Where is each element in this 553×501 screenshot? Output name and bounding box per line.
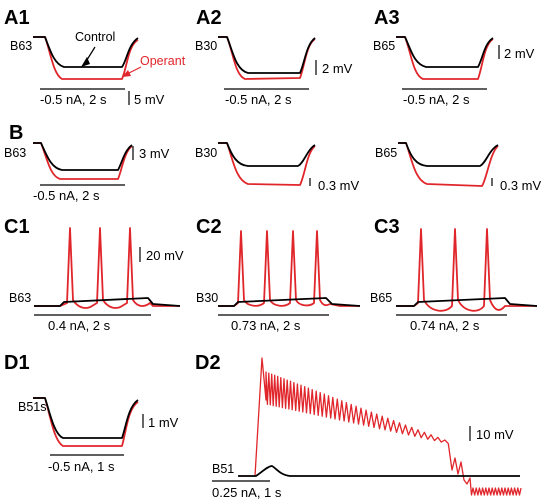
stimulus-label: 0.73 nA, 2 s — [231, 318, 301, 333]
stimulus-label: -0.5 nA, 2 s — [403, 92, 470, 107]
stimulus-label: 0.74 nA, 2 s — [410, 318, 480, 333]
panel-a2: A2 B30 -0.5 nA, 2 s 2 mV — [195, 7, 353, 107]
control-trace — [398, 142, 499, 167]
panel-c3: C3 B65 0.74 nA, 2 s — [370, 216, 538, 333]
panel-label: D2 — [195, 352, 221, 374]
panel-label: C3 — [374, 216, 400, 238]
panel-label: A3 — [374, 7, 400, 29]
operant-trace — [398, 142, 499, 187]
cell-label: B30 — [195, 39, 217, 53]
control-trace — [34, 297, 181, 307]
panel-label: C2 — [196, 216, 222, 238]
cell-label: B30 — [196, 291, 218, 305]
cell-label: B63 — [9, 291, 31, 305]
panel-label: D1 — [4, 352, 30, 374]
cell-label: B63 — [4, 146, 26, 160]
stimulus-label: -0.5 nA, 2 s — [33, 188, 100, 203]
control-trace — [218, 297, 361, 307]
cell-label: B51 — [212, 462, 234, 476]
control-trace — [33, 397, 139, 439]
panel-c2: C2 B30 0.73 nA, 2 s — [196, 216, 361, 333]
panel-d2: D2 B51 0.25 nA, 1 s 10 mV — [195, 352, 522, 500]
legend-control-label: Control — [75, 30, 115, 44]
scale-label: 10 mV — [476, 427, 514, 442]
control-trace — [238, 465, 520, 477]
panel-c1: C1 B63 0.4 nA, 2 s 20 mV — [4, 216, 184, 333]
cell-label: B63 — [10, 39, 32, 53]
control-trace — [33, 142, 133, 171]
scale-label: 0.3 mV — [318, 178, 360, 193]
legend-control-arrowhead — [81, 57, 90, 67]
panel-b1: B B63 -0.5 nA, 2 s 3 mV — [4, 122, 170, 203]
scale-label: 3 mV — [139, 146, 170, 161]
stimulus-label: -0.5 nA, 1 s — [48, 459, 115, 474]
control-trace — [33, 36, 139, 68]
scale-label: 1 mV — [148, 415, 179, 430]
stimulus-label: -0.5 nA, 2 s — [40, 92, 107, 107]
scale-label: 2 mV — [322, 61, 353, 76]
panel-b2: B30 0.3 mV — [195, 142, 360, 193]
operant-trace — [33, 142, 133, 180]
legend-operant-label: Operant — [140, 54, 186, 68]
panel-label: A2 — [196, 7, 222, 29]
panel-a1: A1 B63 -0.5 nA, 2 s 5 mV Control Operant — [4, 7, 186, 107]
panel-d1: D1 B51s -0.5 nA, 1 s 1 mV — [4, 352, 179, 474]
scale-label: 20 mV — [146, 248, 184, 263]
scale-label: 2 mV — [504, 46, 535, 61]
scale-label: 0.3 mV — [500, 178, 542, 193]
control-trace — [218, 142, 316, 167]
stimulus-label: 0.25 nA, 1 s — [212, 485, 282, 500]
control-trace — [396, 36, 494, 68]
operant-trace — [218, 142, 316, 186]
operant-trace — [396, 228, 537, 312]
control-trace — [396, 297, 538, 307]
operant-trace — [34, 227, 180, 309]
operant-trace — [396, 36, 494, 80]
legend-operant-arrowhead — [122, 70, 131, 77]
cell-label: B30 — [195, 146, 217, 160]
control-trace — [218, 36, 316, 74]
panel-label: A1 — [4, 7, 30, 29]
panel-label: B — [9, 122, 23, 144]
operant-trace — [238, 357, 522, 496]
stimulus-label: -0.5 nA, 2 s — [225, 92, 292, 107]
cell-label: B65 — [373, 39, 395, 53]
scale-label: 5 mV — [134, 92, 165, 107]
stimulus-label: 0.4 nA, 2 s — [48, 318, 111, 333]
cell-label: B65 — [370, 291, 392, 305]
cell-label: B51s — [18, 400, 47, 414]
panel-label: C1 — [4, 216, 30, 238]
operant-trace — [218, 230, 360, 307]
cell-label: B65 — [375, 146, 397, 160]
panel-b3: B65 0.3 mV — [375, 142, 542, 193]
panel-a3: A3 B65 -0.5 nA, 2 s 2 mV — [373, 7, 535, 107]
